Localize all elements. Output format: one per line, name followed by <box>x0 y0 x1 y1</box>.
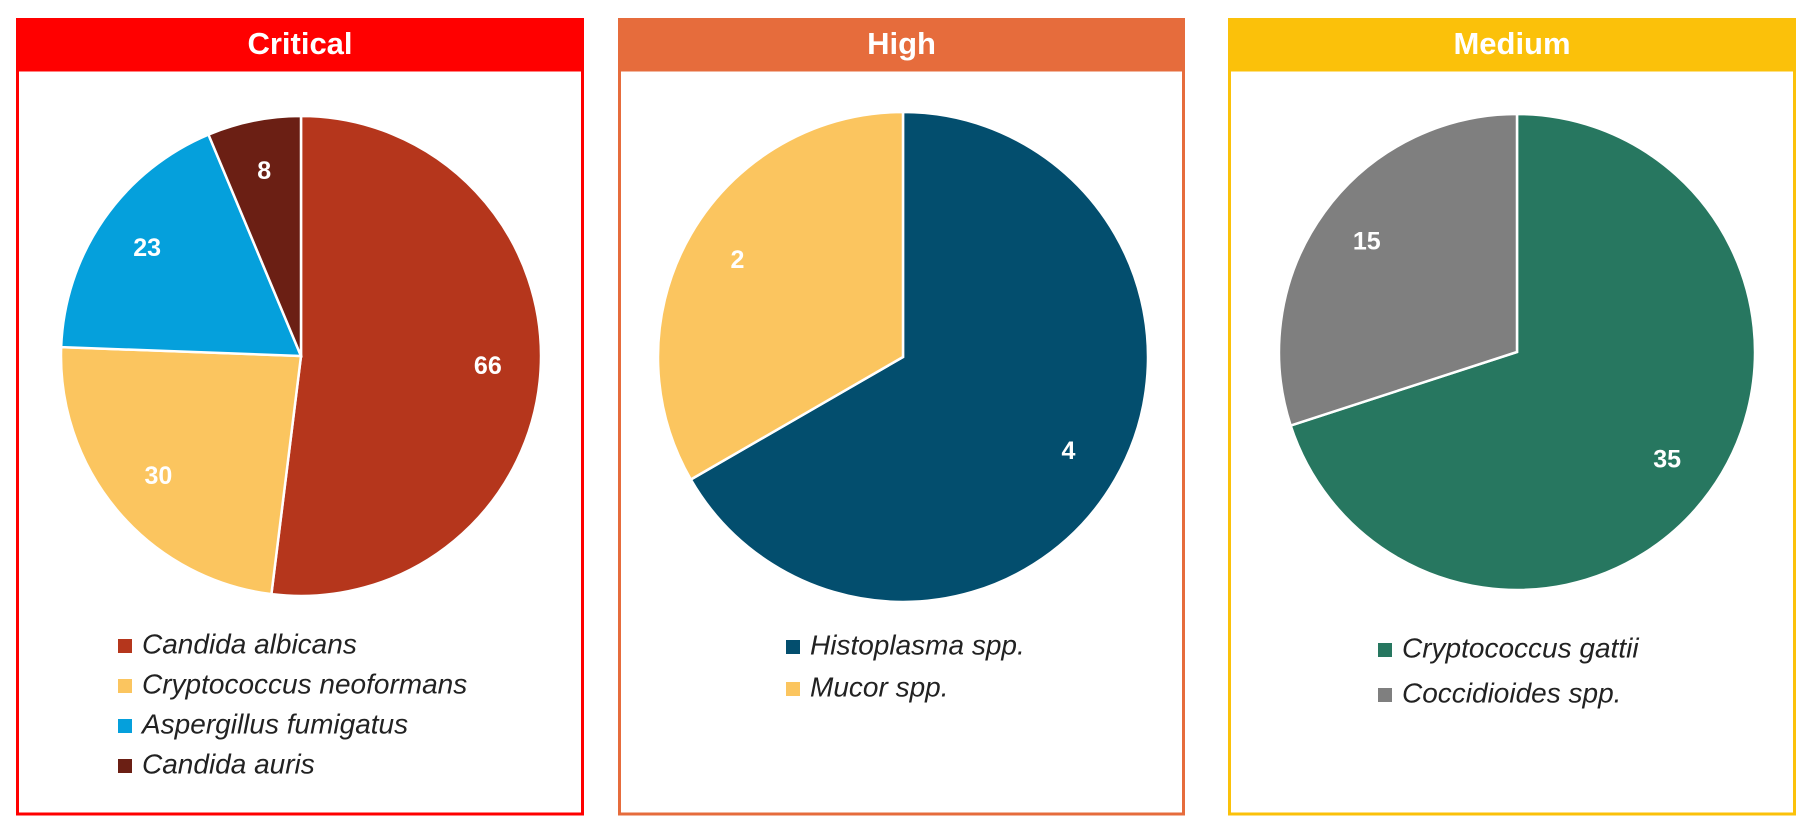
panel-header <box>16 18 584 71</box>
slice-label: 4 <box>1062 437 1076 465</box>
legend-swatch <box>786 640 800 654</box>
slice-label: 8 <box>257 157 271 185</box>
slice-label: 30 <box>145 462 173 490</box>
legend-swatch <box>1378 643 1392 657</box>
pie-slice <box>656 110 905 482</box>
pie-slice <box>59 132 303 358</box>
legend-label: Cryptococcus gattii <box>1402 632 1639 663</box>
pie-slice <box>1289 112 1757 592</box>
panel-title: High <box>867 26 936 61</box>
pie-slice <box>59 345 303 596</box>
pie-slice <box>269 114 543 598</box>
slice-label: 35 <box>1653 446 1681 474</box>
pie-slice <box>689 110 1150 604</box>
legend-swatch <box>118 679 132 693</box>
legend-swatch <box>118 639 132 653</box>
legend-swatch <box>118 719 132 733</box>
legend-swatch <box>118 759 132 773</box>
pie-slice <box>206 114 303 357</box>
legend-label: Candida albicans <box>142 628 357 659</box>
slice-label: 23 <box>133 234 161 262</box>
legend-label: Mucor spp. <box>810 671 949 702</box>
panel-title: Medium <box>1453 26 1570 61</box>
slice-label: 2 <box>731 246 745 274</box>
legend-swatch <box>1378 688 1392 702</box>
slice-label: 15 <box>1353 227 1381 255</box>
legend-label: Candida auris <box>142 748 315 779</box>
legend-label: Cryptococcus neoformans <box>142 668 467 699</box>
legend-label: Aspergillus fumigatus <box>140 708 408 739</box>
panel-header <box>1228 18 1796 71</box>
slice-label: 66 <box>474 352 502 380</box>
legend-swatch <box>786 682 800 696</box>
panel-header <box>618 18 1185 71</box>
legend-label: Histoplasma spp. <box>810 629 1025 660</box>
pie-slice <box>1277 112 1519 428</box>
legend-label: Coccidioides spp. <box>1402 677 1621 708</box>
panel-title: Critical <box>247 26 352 61</box>
